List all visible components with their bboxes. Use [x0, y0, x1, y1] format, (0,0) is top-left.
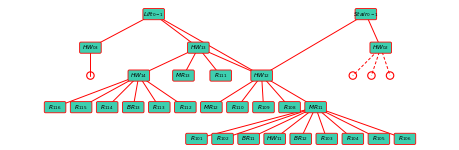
Text: R$_{111}$: R$_{111}$ [213, 71, 227, 80]
FancyBboxPatch shape [209, 70, 231, 81]
Text: R$_{115}$: R$_{115}$ [74, 103, 88, 112]
Text: R$_{109}$: R$_{109}$ [256, 103, 270, 112]
Text: R$_{112}$: R$_{112}$ [178, 103, 192, 112]
FancyBboxPatch shape [143, 9, 164, 20]
FancyBboxPatch shape [70, 102, 92, 113]
FancyBboxPatch shape [44, 102, 66, 113]
Text: Lift$_{0-1}$: Lift$_{0-1}$ [143, 10, 164, 19]
FancyBboxPatch shape [369, 42, 391, 53]
Text: HW$_{02}$: HW$_{02}$ [371, 43, 388, 52]
Text: R$_{108}$: R$_{108}$ [282, 103, 296, 112]
Text: MR$_{12}$: MR$_{12}$ [203, 103, 219, 112]
FancyBboxPatch shape [263, 133, 285, 144]
Text: R$_{105}$: R$_{105}$ [371, 134, 385, 143]
Text: R$_{116}$: R$_{116}$ [48, 103, 62, 112]
FancyBboxPatch shape [315, 133, 337, 144]
FancyBboxPatch shape [211, 133, 233, 144]
Text: R$_{114}$: R$_{114}$ [100, 103, 114, 112]
Text: HW$_{12}$: HW$_{12}$ [252, 71, 269, 80]
Text: BR$_{11}$: BR$_{11}$ [241, 134, 256, 143]
FancyBboxPatch shape [341, 133, 363, 144]
FancyBboxPatch shape [185, 133, 207, 144]
Text: MR$_{13}$: MR$_{13}$ [175, 71, 191, 80]
FancyBboxPatch shape [174, 102, 196, 113]
Text: R$_{103}$: R$_{103}$ [319, 134, 333, 143]
FancyBboxPatch shape [128, 70, 149, 81]
FancyBboxPatch shape [237, 133, 259, 144]
FancyBboxPatch shape [122, 102, 144, 113]
Text: HW$_{14}$: HW$_{14}$ [130, 71, 147, 80]
FancyBboxPatch shape [278, 102, 300, 113]
FancyBboxPatch shape [148, 102, 170, 113]
Text: HW$_{11}$: HW$_{11}$ [266, 134, 283, 143]
Text: R$_{113}$: R$_{113}$ [152, 103, 166, 112]
Text: R$_{110}$: R$_{110}$ [230, 103, 244, 112]
FancyBboxPatch shape [172, 70, 194, 81]
Text: R$_{104}$: R$_{104}$ [345, 134, 359, 143]
FancyBboxPatch shape [304, 102, 326, 113]
Text: BR$_{12}$: BR$_{12}$ [292, 134, 308, 143]
FancyBboxPatch shape [393, 133, 415, 144]
Text: HW$_{13}$: HW$_{13}$ [190, 43, 207, 52]
FancyBboxPatch shape [79, 42, 101, 53]
Text: R$_{102}$: R$_{102}$ [215, 134, 229, 143]
FancyBboxPatch shape [250, 70, 272, 81]
Text: R$_{106}$: R$_{106}$ [397, 134, 411, 143]
Text: HW$_{03}$: HW$_{03}$ [82, 43, 99, 52]
Text: MR$_{11}$: MR$_{11}$ [307, 103, 323, 112]
Text: Stair$_{0-1}$: Stair$_{0-1}$ [353, 10, 378, 19]
FancyBboxPatch shape [367, 133, 389, 144]
Text: R$_{101}$: R$_{101}$ [189, 134, 203, 143]
FancyBboxPatch shape [289, 133, 311, 144]
FancyBboxPatch shape [354, 9, 376, 20]
FancyBboxPatch shape [96, 102, 118, 113]
FancyBboxPatch shape [187, 42, 209, 53]
Text: BR$_{13}$: BR$_{13}$ [125, 103, 140, 112]
FancyBboxPatch shape [200, 102, 222, 113]
FancyBboxPatch shape [252, 102, 274, 113]
FancyBboxPatch shape [226, 102, 248, 113]
